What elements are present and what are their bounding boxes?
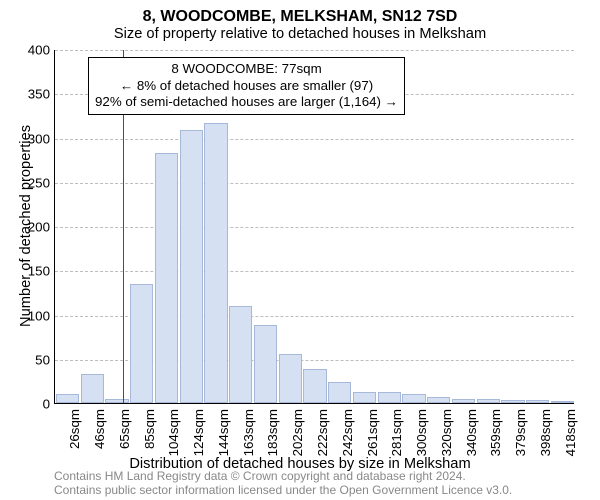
gridline xyxy=(55,139,574,140)
bar xyxy=(477,399,500,403)
footer-credit: Contains HM Land Registry data © Crown c… xyxy=(54,470,512,498)
gridline xyxy=(55,183,574,184)
bar xyxy=(254,325,277,403)
x-tick-label: 418sqm xyxy=(563,409,578,456)
annotation-line2: ← 8% of detached houses are smaller (97) xyxy=(95,78,398,95)
bar xyxy=(130,284,153,403)
x-tick-label: 300sqm xyxy=(414,409,429,456)
bar xyxy=(204,123,227,403)
y-tick-label: 50 xyxy=(10,352,50,367)
gridline xyxy=(55,271,574,272)
bar xyxy=(155,153,178,403)
x-tick-label: 65sqm xyxy=(117,409,132,449)
plot-area: 26sqm46sqm65sqm85sqm104sqm124sqm144sqm16… xyxy=(54,50,574,404)
y-tick-label: 150 xyxy=(10,264,50,279)
x-tick-label: 202sqm xyxy=(290,409,305,456)
annotation-box: 8 WOODCOMBE: 77sqm ← 8% of detached hous… xyxy=(88,57,405,115)
annotation-line3: 92% of semi-detached houses are larger (… xyxy=(95,94,398,111)
x-tick-label: 281sqm xyxy=(389,409,404,456)
bar xyxy=(402,394,425,403)
x-tick-label: 398sqm xyxy=(538,409,553,456)
x-tick-label: 26sqm xyxy=(67,409,82,449)
x-tick-label: 222sqm xyxy=(315,409,330,456)
y-tick-label: 200 xyxy=(10,220,50,235)
x-tick-label: 104sqm xyxy=(166,409,181,456)
bar xyxy=(229,306,252,403)
bar xyxy=(526,400,549,403)
bar xyxy=(551,401,574,403)
bar xyxy=(279,354,302,403)
y-tick-label: 100 xyxy=(10,308,50,323)
y-tick-label: 0 xyxy=(10,397,50,412)
bar xyxy=(427,397,450,403)
chart-root: { "title_address": "8, WOODCOMBE, MELKSH… xyxy=(0,0,600,500)
bar xyxy=(501,400,524,403)
x-tick-label: 340sqm xyxy=(464,409,479,456)
bar xyxy=(353,392,376,403)
gridline xyxy=(55,50,574,51)
y-tick-label: 250 xyxy=(10,175,50,190)
x-tick-label: 320sqm xyxy=(439,409,454,456)
x-tick-label: 163sqm xyxy=(241,409,256,456)
x-tick-label: 183sqm xyxy=(265,409,280,456)
annotation-line1: 8 WOODCOMBE: 77sqm xyxy=(95,61,398,78)
bar xyxy=(56,394,79,403)
bar xyxy=(328,382,351,403)
y-tick-label: 300 xyxy=(10,131,50,146)
y-tick-label: 350 xyxy=(10,87,50,102)
x-tick-label: 242sqm xyxy=(340,409,355,456)
x-tick-label: 379sqm xyxy=(513,409,528,456)
x-tick-label: 85sqm xyxy=(142,409,157,449)
bar xyxy=(180,130,203,403)
x-tick-label: 46sqm xyxy=(92,409,107,449)
x-tick-label: 124sqm xyxy=(191,409,206,456)
bar xyxy=(452,399,475,403)
footer-line2: Contains public sector information licen… xyxy=(54,484,512,498)
title-address: 8, WOODCOMBE, MELKSHAM, SN12 7SD xyxy=(0,8,600,26)
x-tick-label: 359sqm xyxy=(488,409,503,456)
bar xyxy=(378,392,401,403)
title-subtitle: Size of property relative to detached ho… xyxy=(0,26,600,42)
x-tick-label: 144sqm xyxy=(216,409,231,456)
footer-line1: Contains HM Land Registry data © Crown c… xyxy=(54,470,512,484)
gridline xyxy=(55,227,574,228)
y-tick-label: 400 xyxy=(10,43,50,58)
bar xyxy=(303,369,326,403)
bar xyxy=(81,374,104,403)
x-tick-label: 261sqm xyxy=(365,409,380,456)
bar xyxy=(105,399,128,403)
